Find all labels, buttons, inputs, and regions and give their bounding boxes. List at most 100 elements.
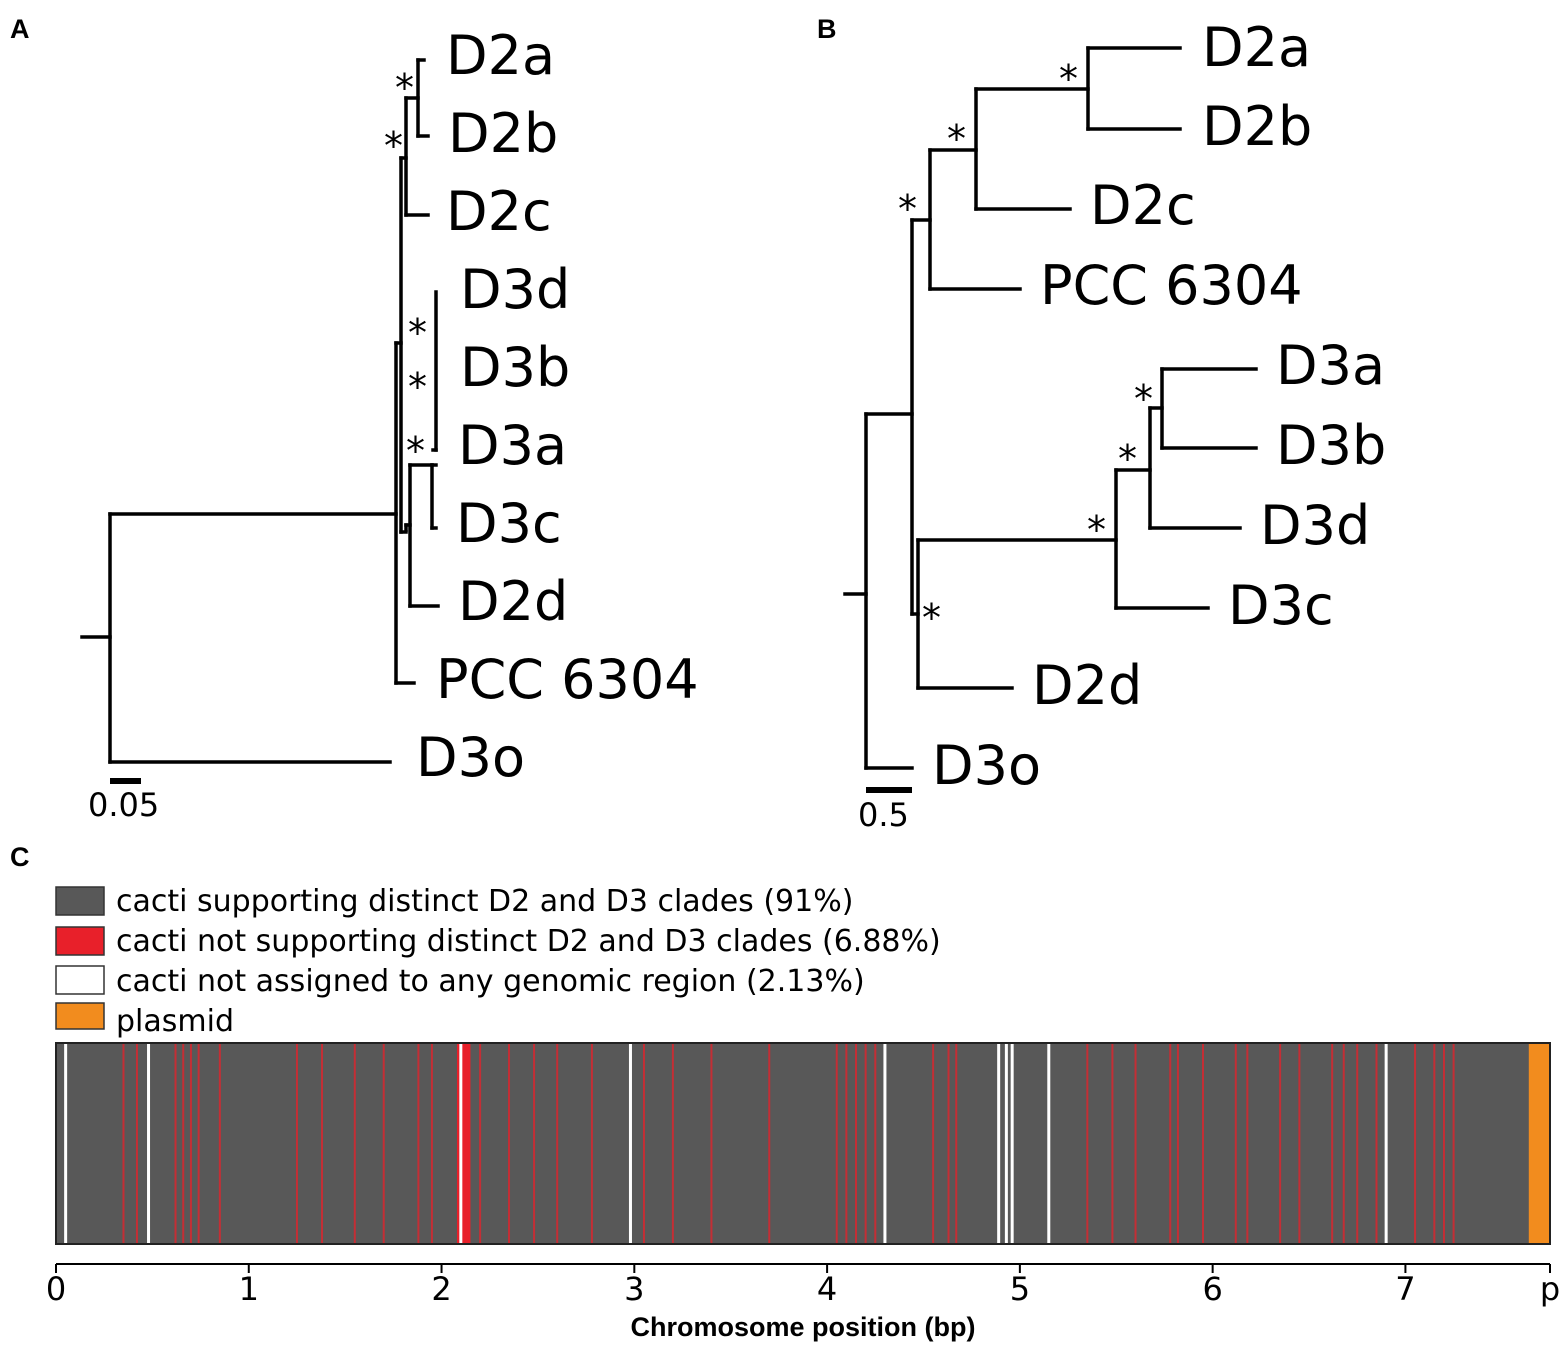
tree-b-leaf-d3o: D3o bbox=[932, 734, 1041, 797]
not-assigned-mark bbox=[883, 1043, 887, 1244]
x-tick-label: 4 bbox=[817, 1270, 837, 1308]
tree-b-support-star: * bbox=[898, 187, 917, 231]
tree-a-leaf-d2d: D2d bbox=[458, 570, 568, 633]
tree-a-leaf-pcc6304: PCC 6304 bbox=[436, 648, 699, 711]
tree-a-leaf-d2c: D2c bbox=[446, 180, 552, 243]
tree-b-leaf-labels: D2a D2b D2c PCC 6304 D3a D3b D3d D3c D2d… bbox=[858, 16, 1386, 834]
legend-swatch bbox=[55, 1002, 105, 1030]
not-assigned-mark bbox=[147, 1043, 151, 1244]
panel-c: C cacti supporting distinct D2 and D3 cl… bbox=[10, 842, 1560, 1342]
not-supporting-mark bbox=[845, 1043, 848, 1244]
x-tick-label: p bbox=[1540, 1270, 1560, 1308]
tree-b-leaf-d3b: D3b bbox=[1276, 414, 1386, 477]
tree-a-leaf-labels: D2a D2b D2c D3d D3b D3a D3c D2d PCC 6304… bbox=[88, 24, 699, 824]
tree-b-support-star: * bbox=[1059, 57, 1078, 101]
not-assigned-mark bbox=[1047, 1043, 1051, 1244]
legend-swatch bbox=[55, 886, 105, 916]
not-supporting-mark bbox=[189, 1043, 192, 1244]
not-supporting-mark bbox=[671, 1043, 674, 1244]
not-assigned-mark bbox=[628, 1043, 632, 1244]
not-assigned-mark bbox=[997, 1043, 1001, 1244]
legend-label: plasmid bbox=[116, 1004, 234, 1039]
tree-b-leaf-d3a: D3a bbox=[1276, 334, 1385, 397]
tree-a-support-star: * bbox=[384, 124, 403, 168]
tree-b-leaf-d3c: D3c bbox=[1228, 574, 1334, 637]
not-supporting-mark bbox=[556, 1043, 559, 1244]
not-supporting-mark bbox=[1111, 1043, 1114, 1244]
not-supporting-mark bbox=[1331, 1043, 1334, 1244]
not-supporting-mark bbox=[1246, 1043, 1249, 1244]
tree-a-support-star: * bbox=[395, 66, 414, 110]
not-supporting-mark bbox=[1086, 1043, 1089, 1244]
not-supporting-mark bbox=[1442, 1043, 1445, 1244]
legend: cacti supporting distinct D2 and D3 clad… bbox=[55, 884, 941, 1039]
tree-b-support-star: * bbox=[1087, 508, 1106, 552]
not-supporting-mark bbox=[1414, 1043, 1417, 1244]
not-supporting-mark bbox=[321, 1043, 324, 1244]
not-supporting-mark bbox=[1356, 1043, 1359, 1244]
not-supporting-mark bbox=[932, 1043, 935, 1244]
legend-swatch bbox=[55, 965, 105, 995]
not-supporting-mark bbox=[1234, 1043, 1237, 1244]
not-supporting-mark bbox=[1452, 1043, 1455, 1244]
not-supporting-mark bbox=[417, 1043, 420, 1244]
panel-b-label: B bbox=[817, 14, 837, 44]
not-supporting-mark bbox=[947, 1043, 950, 1244]
x-tick-label: 7 bbox=[1395, 1270, 1415, 1308]
legend-label: cacti supporting distinct D2 and D3 clad… bbox=[116, 884, 853, 919]
not-assigned-mark bbox=[1010, 1043, 1014, 1244]
tree-b-branches bbox=[843, 46, 1258, 793]
not-supporting-mark bbox=[122, 1043, 125, 1244]
not-supporting-mark bbox=[479, 1043, 482, 1244]
not-supporting-mark bbox=[1176, 1043, 1179, 1244]
x-tick-label: 2 bbox=[431, 1270, 451, 1308]
not-supporting-mark bbox=[353, 1043, 356, 1244]
not-supporting-mark bbox=[430, 1043, 433, 1244]
not-supporting-mark bbox=[1134, 1043, 1137, 1244]
tree-b-support-star: * bbox=[1118, 437, 1137, 481]
tree-b-support-markers: * * * * * * * bbox=[898, 57, 1153, 640]
tree-a-leaf-d2a: D2a bbox=[446, 24, 555, 87]
tree-b-leaf-d2d: D2d bbox=[1032, 654, 1142, 717]
tree-b-scale-label: 0.5 bbox=[858, 796, 909, 834]
not-supporting-mark bbox=[533, 1043, 536, 1244]
tree-b-leaf-d2a: D2a bbox=[1202, 16, 1311, 79]
tree-b-leaf-d3d: D3d bbox=[1260, 494, 1370, 557]
not-supporting-mark bbox=[768, 1043, 771, 1244]
not-supporting-mark bbox=[135, 1043, 138, 1244]
tree-a-leaf-d2b: D2b bbox=[448, 102, 558, 165]
not-supporting-mark bbox=[1433, 1043, 1436, 1244]
tree-a-leaf-d3c: D3c bbox=[456, 492, 562, 555]
not-assigned-mark bbox=[1384, 1043, 1388, 1244]
legend-swatch bbox=[55, 926, 105, 956]
not-supporting-mark bbox=[295, 1043, 298, 1244]
track-border bbox=[55, 1042, 1551, 1245]
not-supporting-mark bbox=[382, 1043, 385, 1244]
x-tick-label: 3 bbox=[624, 1270, 644, 1308]
tree-b-support-star: * bbox=[947, 117, 966, 161]
x-tick-label: 5 bbox=[1010, 1270, 1030, 1308]
tree-a-support-star: * bbox=[408, 365, 427, 409]
not-supporting-mark bbox=[182, 1043, 185, 1244]
not-supporting-mark bbox=[835, 1043, 838, 1244]
not-supporting-mark bbox=[710, 1043, 713, 1244]
tree-b-leaf-d2c: D2c bbox=[1090, 174, 1196, 237]
tree-b-support-star: * bbox=[922, 596, 941, 640]
genome-track bbox=[55, 1042, 1551, 1245]
panel-b: B bbox=[817, 14, 1386, 834]
not-supporting-mark bbox=[855, 1043, 858, 1244]
x-tick-label: 1 bbox=[239, 1270, 259, 1308]
tree-a-branches bbox=[80, 58, 440, 784]
tree-a-leaf-d3a: D3a bbox=[458, 414, 567, 477]
x-tick-label: 6 bbox=[1202, 1270, 1222, 1308]
not-supporting-mark bbox=[218, 1043, 221, 1244]
tree-a-support-markers: * * * * * bbox=[384, 66, 427, 473]
not-supporting-mark bbox=[1202, 1043, 1205, 1244]
not-supporting-mark bbox=[955, 1043, 958, 1244]
panel-a: A bbox=[10, 14, 699, 824]
not-supporting-mark bbox=[508, 1043, 511, 1244]
legend-label: cacti not supporting distinct D2 and D3 … bbox=[116, 924, 941, 959]
panel-c-label: C bbox=[10, 842, 30, 872]
x-axis-title: Chromosome position (bp) bbox=[631, 1312, 976, 1342]
